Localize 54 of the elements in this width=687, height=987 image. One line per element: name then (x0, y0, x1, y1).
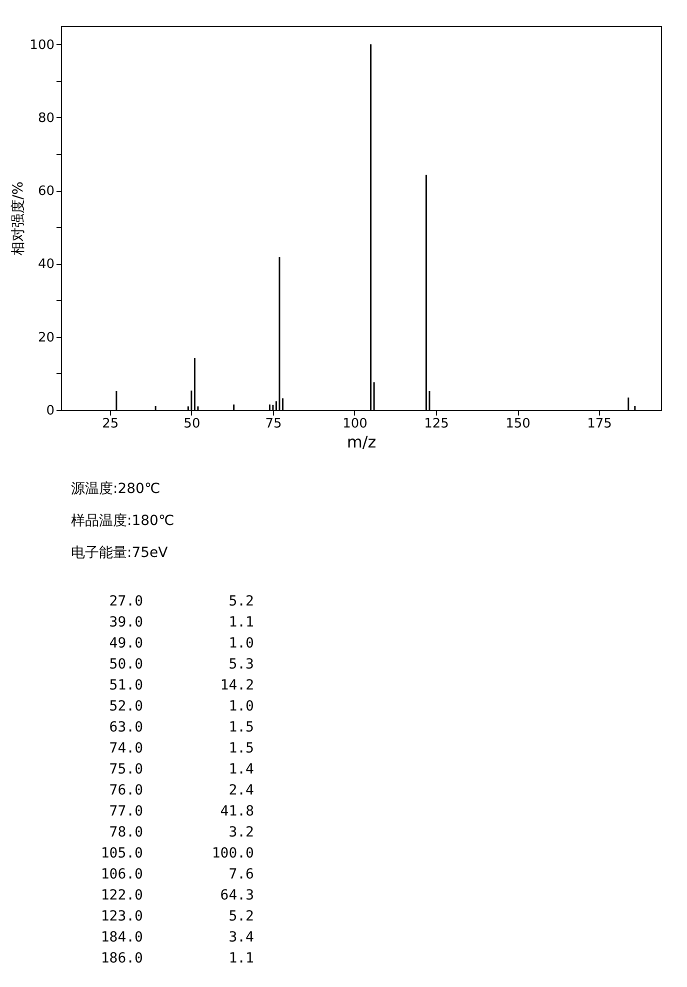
text: 77.0 (109, 804, 143, 820)
x-axis-title: m/z (346, 432, 376, 452)
text: 5.2 (228, 908, 254, 924)
text: 122.0 (100, 888, 143, 904)
text: 78.0 (109, 824, 143, 840)
text: 76.0 (109, 782, 143, 798)
text: 39.0 (109, 614, 143, 630)
text: 3.4 (228, 930, 254, 946)
text: 1.4 (228, 762, 254, 778)
text: 123.0 (100, 908, 143, 924)
text: 49.0 (109, 636, 143, 652)
text: 74.0 (109, 740, 143, 756)
text: 2.4 (228, 782, 254, 798)
text: 5.2 (228, 594, 254, 610)
text: 52.0 (109, 698, 143, 714)
x-tick-label: 100 (342, 416, 368, 432)
text: 106.0 (100, 866, 143, 882)
text: 75.0 (109, 762, 143, 778)
text: 1.1 (228, 614, 254, 630)
text: 63.0 (109, 720, 143, 736)
text: 样品温度:180℃ (71, 513, 174, 529)
text: 14.2 (220, 678, 254, 694)
y-tick-label: 20 (38, 330, 54, 346)
text: 1.5 (228, 720, 254, 736)
text: 186.0 (100, 950, 143, 966)
x-tick-label: 75 (265, 416, 282, 432)
text: 105.0 (100, 846, 143, 862)
text: 1.0 (228, 698, 254, 714)
text: 50.0 (109, 656, 143, 672)
x-tick-label: 175 (587, 416, 612, 432)
x-tick-label: 50 (184, 416, 200, 432)
text: 27.0 (109, 594, 143, 610)
text: 5.3 (228, 656, 254, 672)
text: 51.0 (109, 678, 143, 694)
text: 电子能量:75eV (71, 545, 168, 561)
text: 1.1 (228, 950, 254, 966)
text: 1.5 (228, 740, 254, 756)
x-tick-label: 125 (424, 416, 449, 432)
text: 184.0 (100, 930, 143, 946)
text: 7.6 (228, 866, 254, 882)
x-tick-label: 150 (506, 416, 530, 432)
y-tick-label: 100 (30, 38, 54, 53)
text: 41.8 (220, 804, 254, 820)
text: 源温度:280℃ (71, 481, 160, 497)
y-tick-label: 80 (38, 110, 54, 126)
y-tick-label: 40 (38, 257, 54, 272)
text: 1.0 (228, 636, 254, 652)
text: 3.2 (228, 824, 254, 840)
x-tick-label: 25 (102, 416, 119, 432)
y-tick-label: 60 (38, 184, 54, 200)
y-axis-title: 相对强度/% (10, 181, 27, 256)
text: 64.3 (220, 888, 254, 904)
y-tick-label: 0 (46, 404, 54, 418)
text: 100.0 (212, 846, 254, 862)
